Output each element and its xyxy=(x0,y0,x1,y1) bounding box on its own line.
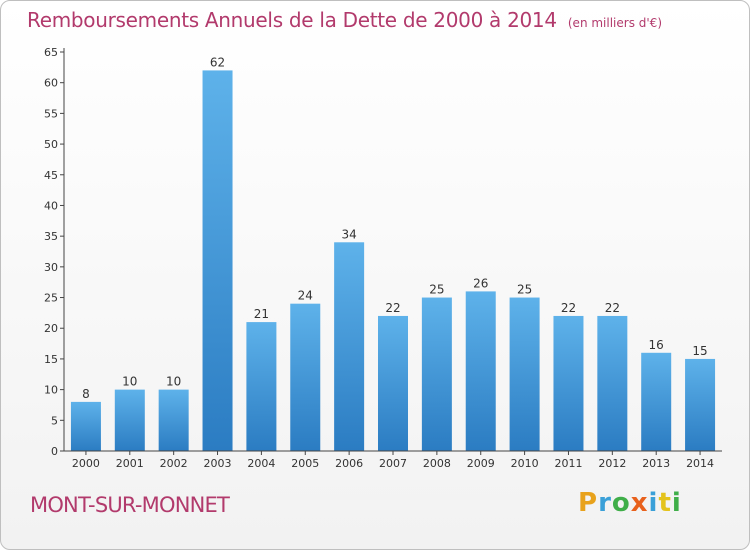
x-tick-label: 2005 xyxy=(291,457,319,470)
y-tick-label: 15 xyxy=(44,353,58,366)
logo-letter: i xyxy=(671,488,682,518)
data-label: 26 xyxy=(473,276,488,290)
y-tick-label: 20 xyxy=(44,322,58,335)
bar-2007 xyxy=(378,315,408,451)
x-tick-label: 2008 xyxy=(423,457,451,470)
x-tick-label: 2014 xyxy=(686,457,714,470)
y-tick-label: 45 xyxy=(44,169,58,182)
data-label: 10 xyxy=(166,375,181,389)
logo-letter: r xyxy=(598,488,612,518)
data-label: 16 xyxy=(649,338,664,352)
data-label: 62 xyxy=(210,55,225,69)
y-tick-label: 0 xyxy=(51,445,58,458)
bar-2003 xyxy=(202,70,233,452)
data-label: 34 xyxy=(341,227,356,241)
data-label: 25 xyxy=(517,283,532,297)
data-label: 21 xyxy=(254,307,269,321)
logo-letter: o xyxy=(611,488,631,518)
bar-2005 xyxy=(290,303,321,451)
chart-title: Remboursements Annuels de la Dette de 20… xyxy=(27,8,557,32)
data-label: 10 xyxy=(122,375,137,389)
town-name: MONT-SUR-MONNET xyxy=(30,493,230,517)
data-label: 15 xyxy=(692,344,707,358)
chart-header: Remboursements Annuels de la Dette de 20… xyxy=(27,8,662,32)
bar-2010 xyxy=(509,297,540,451)
bar-2001 xyxy=(114,389,145,451)
x-tick-label: 2000 xyxy=(72,457,100,470)
y-tick-label: 40 xyxy=(44,199,58,212)
bar-2000 xyxy=(70,401,101,451)
x-tick-label: 2001 xyxy=(116,457,144,470)
y-tick-label: 55 xyxy=(44,107,58,120)
bar-2006 xyxy=(334,242,365,451)
y-tick-label: 5 xyxy=(51,414,58,427)
logo-letter: x xyxy=(630,488,649,518)
data-label: 25 xyxy=(429,283,444,297)
data-label: 22 xyxy=(385,301,400,315)
bar-2013 xyxy=(641,352,672,451)
data-label: 24 xyxy=(298,289,313,303)
y-tick-label: 10 xyxy=(44,384,58,397)
bar-2012 xyxy=(597,315,628,451)
y-tick-label: 25 xyxy=(44,292,58,305)
x-tick-label: 2013 xyxy=(642,457,670,470)
y-tick-label: 60 xyxy=(44,77,58,90)
x-tick-label: 2006 xyxy=(335,457,363,470)
logo-letter: t xyxy=(658,488,672,518)
bar-2014 xyxy=(685,358,716,451)
chart-subtitle: (en milliers d'€) xyxy=(567,16,662,30)
x-tick-label: 2009 xyxy=(467,457,495,470)
logo-letter: i xyxy=(648,488,659,518)
data-label: 8 xyxy=(82,387,90,401)
y-tick-label: 35 xyxy=(44,230,58,243)
y-tick-label: 30 xyxy=(44,261,58,274)
x-tick-label: 2003 xyxy=(204,457,232,470)
x-tick-label: 2007 xyxy=(379,457,407,470)
x-tick-label: 2012 xyxy=(598,457,626,470)
bar-2008 xyxy=(421,297,452,451)
logo-letter: P xyxy=(578,488,599,518)
y-tick-label: 50 xyxy=(44,138,58,151)
bar-2002 xyxy=(158,389,189,451)
proxiti-logo: Proxiti xyxy=(578,488,682,518)
x-tick-label: 2002 xyxy=(160,457,188,470)
x-tick-label: 2004 xyxy=(247,457,275,470)
y-tick-label: 65 xyxy=(44,46,58,59)
bar-2011 xyxy=(553,315,584,451)
bar-2009 xyxy=(465,291,496,451)
data-label: 22 xyxy=(605,301,620,315)
bar-2004 xyxy=(246,322,277,451)
x-tick-label: 2011 xyxy=(554,457,582,470)
x-tick-label: 2010 xyxy=(511,457,539,470)
data-label: 22 xyxy=(561,301,576,315)
